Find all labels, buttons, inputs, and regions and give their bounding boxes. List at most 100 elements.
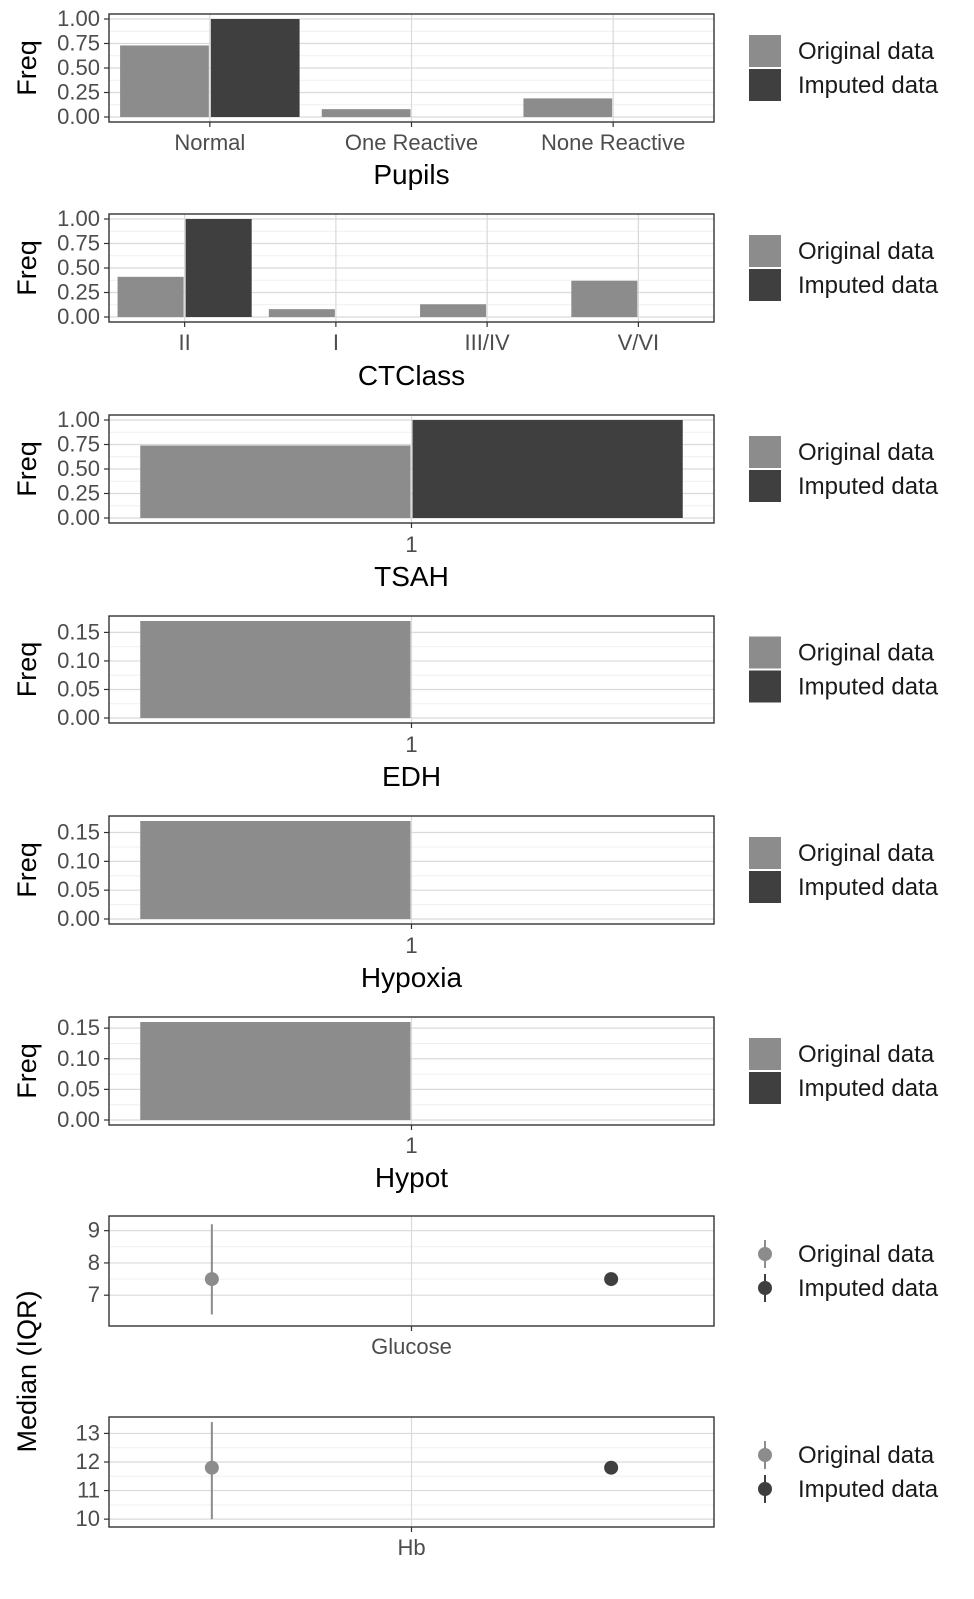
bar-original-ii: [117, 276, 184, 317]
bar-original-v-vi: [571, 280, 638, 317]
legend-label-original: Original data: [798, 439, 935, 466]
median-point-imputed: [604, 1272, 619, 1287]
x-tick-label: None Reactive: [541, 130, 685, 155]
bar-original-1: [140, 621, 411, 718]
legend: Original data Imputed data: [749, 436, 939, 502]
y-tick-label: 0.50: [57, 55, 100, 80]
legend-key-imputed: [749, 269, 781, 301]
panel-border: [108, 213, 715, 323]
legend-label-imputed: Imputed data: [798, 874, 939, 901]
median-point-original: [204, 1460, 219, 1475]
y-tick-label: 0.15: [57, 820, 100, 845]
bar-original-one-reactive: [321, 109, 411, 117]
legend-key-imputed: [749, 470, 781, 502]
bar-imputed-1: [412, 420, 683, 518]
y-tick-label: 0.25: [57, 80, 100, 105]
y-tick-label: 11: [77, 1478, 100, 1503]
y-tick-label: 9: [88, 1218, 100, 1243]
bar-original-i: [268, 309, 335, 317]
x-axis-title: Hypoxia: [361, 962, 463, 993]
bar-original-1: [140, 1022, 411, 1120]
legend-label-original: Original data: [798, 238, 935, 265]
legend: Original data Imputed data: [749, 636, 939, 703]
legend-key-original: [749, 837, 781, 869]
legend-label-imputed: Imputed data: [798, 1075, 939, 1102]
legend: Original data Imputed data: [749, 1038, 939, 1104]
legend-label-original: Original data: [798, 1442, 935, 1469]
median-point-original: [204, 1272, 219, 1287]
x-axis-title: TSAH: [374, 561, 449, 592]
x-tick-label: 1: [405, 933, 417, 958]
x-tick-label: 1: [405, 532, 417, 557]
y-tick-label: 0.10: [57, 648, 100, 673]
median-point-imputed: [604, 1460, 619, 1475]
x-tick-label: 1: [405, 1133, 417, 1158]
y-tick-label: 0.00: [57, 705, 100, 730]
legend-label-original: Original data: [798, 840, 935, 867]
bar-original-none-reactive: [523, 98, 613, 117]
chart-panel-8: 10 11 12 13 Hb Original data Imputed data: [76, 1416, 939, 1560]
y-axis-title: Freq: [12, 240, 42, 296]
y-tick-label: 0.75: [57, 432, 100, 457]
y-tick-label: 1.00: [57, 407, 100, 432]
y-tick-label: 0.75: [57, 31, 100, 56]
x-tick-label: Hb: [397, 1535, 425, 1560]
legend-label-imputed: Imputed data: [798, 272, 939, 299]
y-axis-title: Freq: [12, 842, 42, 898]
legend-label-original: Original data: [798, 38, 935, 65]
x-tick-label: II: [179, 330, 191, 355]
y-axis-title-median: Median (IQR): [12, 1290, 42, 1452]
x-tick-label: Normal: [174, 130, 245, 155]
y-tick-label: 0.10: [57, 1046, 100, 1071]
y-tick-label: 12: [76, 1449, 100, 1474]
y-tick-label: 13: [76, 1420, 100, 1445]
chart-panel-7: 7 8 9 Glucose Original data Imputed data: [88, 1215, 939, 1359]
chart-panel-6: 0.00 0.05 0.10 0.15 1 Hypot Freq Original data I…: [12, 1015, 939, 1193]
legend: Original data Imputed data: [749, 235, 939, 301]
legend-key-imputed: [749, 871, 781, 903]
y-tick-label: 0.15: [57, 619, 100, 644]
legend-key-imputed: [749, 1072, 781, 1104]
legend-label-imputed: Imputed data: [798, 72, 939, 99]
y-tick-label: 0.25: [57, 280, 100, 305]
bar-original-1: [140, 445, 411, 518]
legend-label-original: Original data: [798, 1041, 935, 1068]
bar-original-1: [140, 821, 411, 919]
y-tick-label: 0.00: [57, 906, 100, 931]
x-tick-label: Glucose: [371, 1334, 452, 1359]
y-tick-label: 1.00: [57, 6, 100, 31]
legend-label-original: Original data: [798, 1241, 935, 1268]
y-tick-label: 7: [88, 1282, 100, 1307]
chart-panel-1: 0.000.250.500.751.00 Normal One Reactive No…: [12, 6, 939, 190]
x-tick-label: 1: [405, 732, 417, 757]
x-tick-label: One Reactive: [345, 130, 478, 155]
bar-original-normal: [120, 45, 209, 117]
legend-label-original: Original data: [798, 640, 935, 667]
y-tick-label: 8: [88, 1250, 100, 1275]
legend-key-original: [749, 35, 781, 67]
chart-panel-5: 0.00 0.05 0.10 0.15 1 Hypoxia Freq Original dat…: [12, 815, 939, 993]
legend-key-original: [749, 636, 781, 669]
legend-key-original: [749, 235, 781, 267]
y-tick-label: 0.75: [57, 231, 100, 256]
y-tick-label: 0.05: [57, 676, 100, 701]
legend-label-imputed: Imputed data: [798, 674, 939, 701]
legend: Original data Imputed data: [749, 35, 939, 101]
legend: Original data Imputed data: [758, 1240, 939, 1302]
y-tick-label: 0.00: [57, 304, 100, 329]
y-tick-label: 0.50: [57, 255, 100, 280]
bar-original-iii-iv: [420, 304, 487, 317]
y-tick-label: 0.15: [57, 1015, 100, 1040]
chart-panel-4: 0.00 0.05 0.10 0.15 1 EDH Freq Original data Imp…: [12, 615, 939, 792]
x-axis-title: Hypot: [375, 1162, 448, 1193]
chart-panel-3: 0.000.250.500.751.00 1 TSAH Freq Original da…: [12, 407, 939, 592]
y-axis-title: Freq: [12, 441, 42, 497]
legend: Original data Imputed data: [749, 837, 939, 903]
legend-label-imputed: Imputed data: [798, 1275, 939, 1302]
y-axis-title: Freq: [12, 40, 42, 96]
legend-label-imputed: Imputed data: [798, 473, 939, 500]
legend-key-imputed: [749, 69, 781, 101]
y-tick-label: 0.00: [57, 505, 100, 530]
